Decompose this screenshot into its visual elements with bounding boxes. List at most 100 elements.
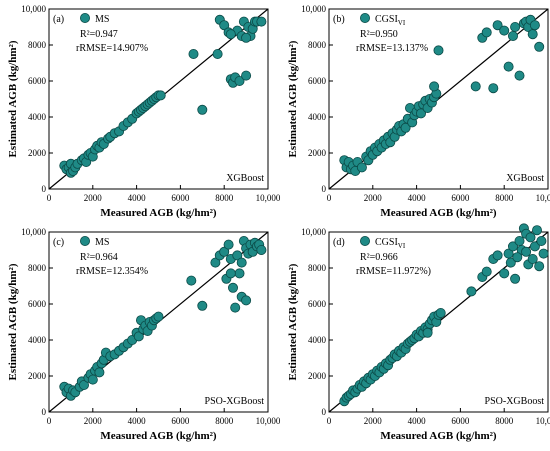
y-tick-label: 0 <box>322 184 327 194</box>
data-points-a <box>59 14 267 178</box>
y-tick-label: 2000 <box>308 371 327 381</box>
data-point <box>219 20 230 31</box>
data-point <box>186 275 197 286</box>
y-tick-label: 10,000 <box>301 227 326 237</box>
model-label: PSO-XGBoost <box>485 396 545 407</box>
data-point <box>241 295 252 306</box>
y-axis-title: Estimated AGB (kg/hm²) <box>287 40 299 157</box>
scatter-panel-d: 0 2000 4000 6000 8000 10,000 0 2000 4000 6000 8000… <box>287 223 550 442</box>
model-label: XGBoost <box>226 173 264 184</box>
data-point <box>514 70 525 81</box>
model-label: PSO-XGBoost <box>205 396 265 407</box>
y-tick-label: 4000 <box>308 335 327 345</box>
y-tick-label: 2000 <box>28 148 47 158</box>
data-point <box>492 250 503 261</box>
data-points-d <box>339 223 549 407</box>
data-point <box>529 20 540 31</box>
data-point <box>534 41 545 52</box>
rrmse-annotation: rRMSE=11.972%) <box>356 266 431 277</box>
x-axis-title: Measured AGB (kg/hm²) <box>380 430 496 442</box>
data-point <box>466 286 477 297</box>
data-point <box>488 83 499 94</box>
x-tick-label: 0 <box>327 193 332 203</box>
data-point <box>429 81 440 92</box>
x-tick-label: 4000 <box>128 416 147 426</box>
data-point <box>507 241 518 252</box>
data-point <box>188 49 199 60</box>
data-point <box>532 225 543 236</box>
y-axis-title: Estimated AGB (kg/hm²) <box>7 40 19 157</box>
data-point <box>210 257 221 268</box>
x-tick-label: 6000 <box>171 416 190 426</box>
y-tick-label: 0 <box>42 184 47 194</box>
panel-label: (b) <box>333 14 345 25</box>
data-point <box>219 246 230 257</box>
data-point <box>241 32 252 43</box>
data-point <box>356 162 367 173</box>
y-tick-label: 0 <box>42 407 47 417</box>
data-point <box>503 61 514 72</box>
data-point <box>512 252 523 263</box>
y-tick-label: 8000 <box>308 263 327 273</box>
x-tick-label: 4000 <box>408 416 427 426</box>
data-point <box>433 45 444 56</box>
x-tick-label: 8000 <box>215 416 234 426</box>
plot-frame-a <box>48 8 269 190</box>
rrmse-annotation: rRMSE=14.907% <box>76 43 148 54</box>
y-tick-label: 2000 <box>308 148 327 158</box>
y-tick-label: 4000 <box>28 112 47 122</box>
y-tick-label: 6000 <box>28 299 47 309</box>
panel-label: (c) <box>53 237 64 248</box>
data-point <box>481 266 492 277</box>
y-tick-label: 8000 <box>28 263 47 273</box>
x-tick-label: 2000 <box>84 193 103 203</box>
data-point <box>481 27 492 38</box>
data-point <box>155 90 166 101</box>
x-tick-label: 2000 <box>84 416 103 426</box>
legend-marker <box>80 12 91 23</box>
legend-label-subscript: VI <box>398 242 406 250</box>
y-axis-title: Estimated AGB (kg/hm²) <box>287 263 299 380</box>
x-tick-label: 10,000 <box>256 193 281 203</box>
x-tick-label: 4000 <box>128 193 147 203</box>
data-point <box>510 21 521 32</box>
plot-frame-c <box>48 231 269 413</box>
x-tick-label: 8000 <box>215 193 234 203</box>
x-tick-label: 2000 <box>364 193 383 203</box>
scatter-panel-c: 0 2000 4000 6000 8000 10,000 0 2000 4000 6000 8000… <box>7 227 281 442</box>
panel-label: (d) <box>333 237 345 248</box>
data-point <box>227 282 238 293</box>
legend-label-main: CGSI <box>375 14 398 25</box>
data-point <box>212 49 223 60</box>
legend-label-subscript: VI <box>398 19 406 27</box>
data-point <box>133 331 144 342</box>
x-axis-title: Measured AGB (kg/hm²) <box>100 430 216 442</box>
y-axis-title: Estimated AGB (kg/hm²) <box>7 263 19 380</box>
data-point <box>256 16 267 27</box>
data-point <box>197 300 208 311</box>
rrmse-annotation: rRMSE=12.354% <box>76 266 148 277</box>
panel-label: (a) <box>53 14 64 25</box>
r2-annotation: R²=0.966 <box>360 252 398 263</box>
data-point <box>492 20 503 31</box>
data-point <box>241 70 252 81</box>
y-tick-label: 2000 <box>28 371 47 381</box>
data-points-c <box>59 235 267 401</box>
plot-frame-b <box>328 8 549 190</box>
x-tick-label: 10,000 <box>536 416 550 426</box>
x-tick-label: 0 <box>47 193 52 203</box>
x-tick-label: 0 <box>47 416 52 426</box>
y-tick-label: 0 <box>322 407 327 417</box>
legend-label-main: MS <box>95 14 109 25</box>
legend-label: MS <box>95 237 109 248</box>
x-axis-title: Measured AGB (kg/hm²) <box>100 207 216 219</box>
x-tick-label: 10,000 <box>536 193 550 203</box>
data-point <box>79 379 90 390</box>
data-point <box>234 268 245 279</box>
data-point <box>514 235 525 246</box>
data-point <box>507 30 518 41</box>
data-point <box>256 244 267 255</box>
data-point <box>197 104 208 115</box>
x-tick-label: 6000 <box>451 416 470 426</box>
y-tick-label: 10,000 <box>301 4 326 14</box>
